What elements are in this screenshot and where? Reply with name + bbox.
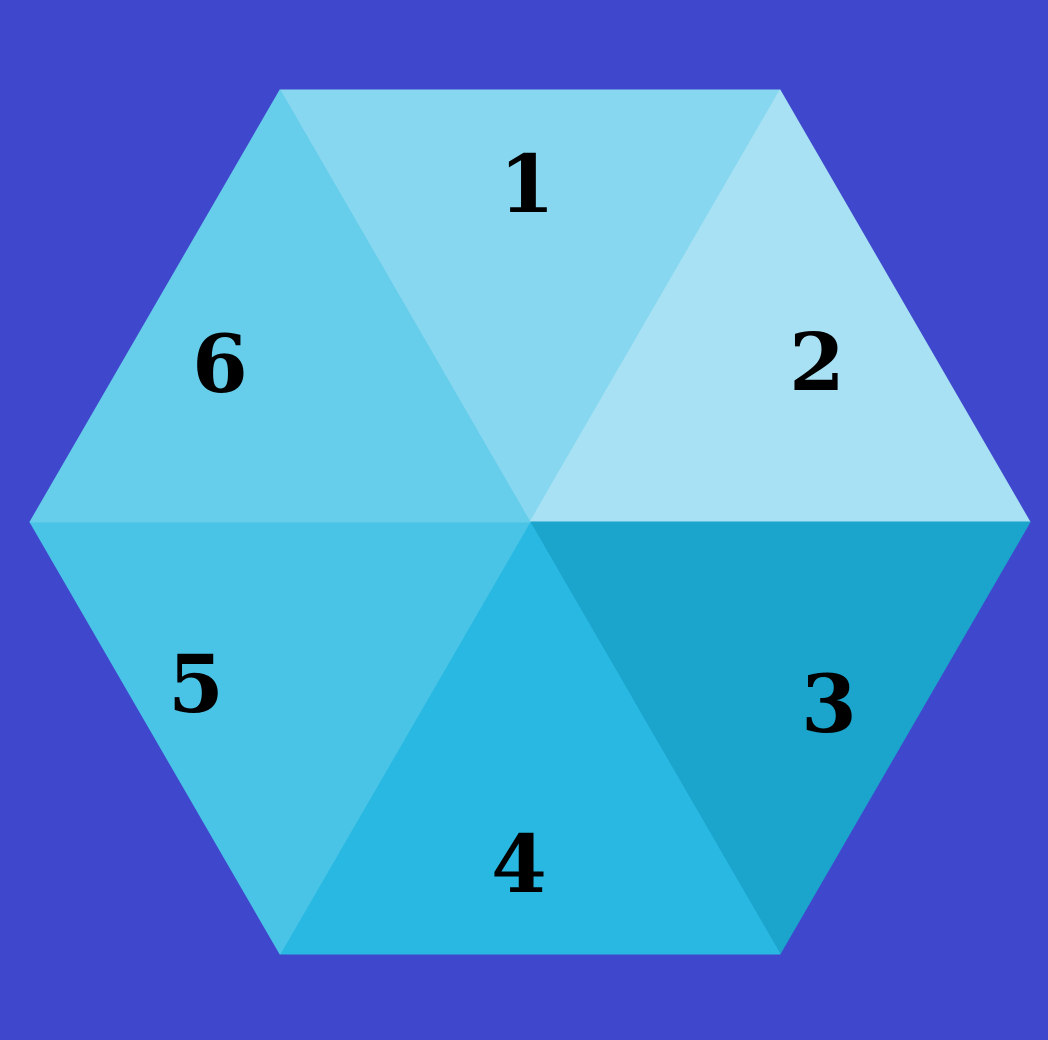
segment-2: 2: [529, 89, 1031, 523]
segment-4-label: 4: [491, 817, 547, 911]
segment-3-label: 3: [801, 657, 857, 751]
segment-5-label: 5: [168, 637, 224, 731]
segment-6-triangle: [29, 89, 531, 523]
segment-2-label: 2: [789, 315, 845, 409]
segment-4: 4: [279, 521, 781, 955]
segment-6-label: 6: [192, 317, 248, 411]
segment-6: 6: [29, 89, 531, 523]
segment-3: 3: [529, 521, 1031, 955]
segment-1-label: 1: [499, 137, 555, 231]
